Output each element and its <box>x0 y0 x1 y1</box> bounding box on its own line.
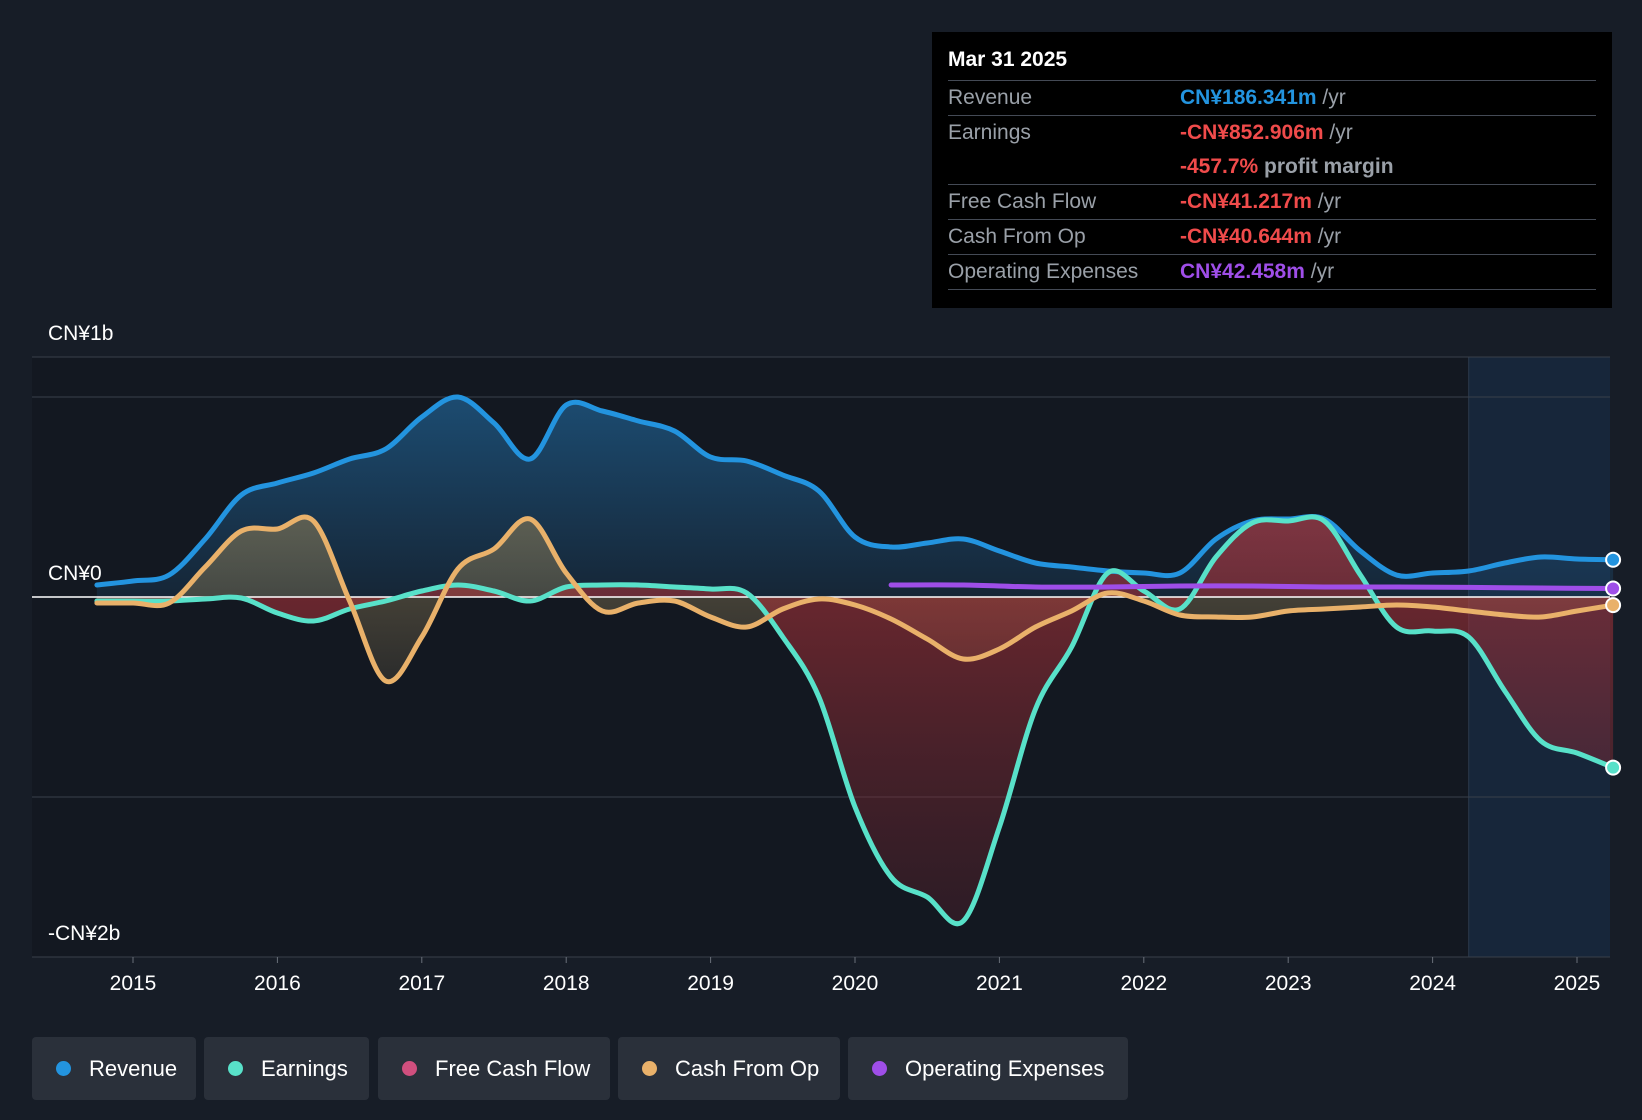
earnings-end-point <box>1605 759 1622 776</box>
revenue-end-point <box>1605 551 1622 568</box>
x-tick-label: 2022 <box>1120 972 1167 995</box>
earnings-line <box>94 514 1616 927</box>
tooltip-row-cfo: Cash From Op -CN¥40.644m /yr <box>948 220 1596 255</box>
tooltip-value-margin: -457.7% <box>1180 155 1259 178</box>
x-tick-label: 2015 <box>110 972 157 995</box>
cash-from-op-line <box>94 514 1616 685</box>
tooltip-row-revenue: Revenue CN¥186.341m /yr <box>948 81 1596 116</box>
y-label-bottom: -CN¥2b <box>48 922 120 945</box>
tooltip-label-earnings: Earnings <box>948 121 1031 144</box>
x-tick-label: 2023 <box>1265 972 1312 995</box>
legend-label-fcf: Free Cash Flow <box>435 1055 591 1081</box>
x-tick-label: 2016 <box>254 972 301 995</box>
tooltip-row-fcf: Free Cash Flow -CN¥41.217m /yr <box>948 185 1596 220</box>
tooltip-panel: Mar 31 2025 Revenue CN¥186.341m /yr Earn… <box>932 32 1612 308</box>
tooltip-unit-margin: profit margin <box>1258 155 1394 178</box>
legend-label-revenue: Revenue <box>89 1055 178 1081</box>
operating-expenses-end-point <box>1605 580 1622 597</box>
legend-item-revenue[interactable]: Revenue <box>32 1037 196 1100</box>
tooltip-value-fcf: -CN¥41.217m <box>1180 190 1312 213</box>
tooltip-unit-earnings: /yr <box>1323 121 1353 144</box>
tooltip-label-opex: Operating Expenses <box>948 260 1139 283</box>
earnings-dot-icon <box>228 1061 243 1076</box>
tooltip-label-fcf: Free Cash Flow <box>948 190 1097 213</box>
y-label-zero: CN¥0 <box>48 562 102 585</box>
legend-item-cfo[interactable]: Cash From Op <box>618 1037 840 1100</box>
fcf-dot-icon <box>402 1061 417 1076</box>
cash-from-op-end-point <box>1605 597 1622 614</box>
y-label-top: CN¥1b <box>48 322 113 345</box>
x-tick-label: 2018 <box>543 972 590 995</box>
earnings-area <box>96 516 1614 924</box>
legend-label-earnings: Earnings <box>261 1055 348 1081</box>
x-tick-label: 2019 <box>687 972 734 995</box>
tooltip-row-opex: Operating Expenses CN¥42.458m /yr <box>948 255 1596 290</box>
legend-item-earnings[interactable]: Earnings <box>204 1037 369 1100</box>
cfo-dot-icon <box>642 1061 657 1076</box>
tooltip-value-cfo: -CN¥40.644m <box>1180 225 1312 248</box>
legend-item-opex[interactable]: Operating Expenses <box>848 1037 1128 1100</box>
x-tick-label: 2025 <box>1554 972 1601 995</box>
tooltip-label-revenue: Revenue <box>948 86 1033 109</box>
tooltip-value-earnings: -CN¥852.906m <box>1180 121 1324 144</box>
tooltip-unit-revenue: /yr <box>1316 86 1346 109</box>
operating-expenses-line <box>888 582 1616 592</box>
x-tick-label: 2024 <box>1409 972 1456 995</box>
x-tick-label: 2020 <box>832 972 879 995</box>
tooltip-value-revenue: CN¥186.341m <box>1180 86 1317 109</box>
tooltip-date: Mar 31 2025 <box>948 46 1596 81</box>
revenue-line <box>94 394 1616 588</box>
legend-label-opex: Operating Expenses <box>905 1055 1105 1081</box>
legend-item-fcf[interactable]: Free Cash Flow <box>378 1037 610 1100</box>
tooltip-value-opex: CN¥42.458m <box>1180 260 1305 283</box>
tooltip-unit-cfo: /yr <box>1311 225 1342 248</box>
tooltip-unit-opex: /yr <box>1304 260 1335 283</box>
tooltip-unit-fcf: /yr <box>1311 190 1342 213</box>
tooltip-row-earnings: Earnings -CN¥852.906m /yr -457.7% profit… <box>948 116 1596 185</box>
opex-dot-icon <box>872 1061 887 1076</box>
legend-label-cfo: Cash From Op <box>675 1055 820 1081</box>
revenue-dot-icon <box>56 1061 71 1076</box>
x-tick-label: 2017 <box>398 972 445 995</box>
x-tick-label: 2021 <box>976 972 1023 995</box>
tooltip-label-cfo: Cash From Op <box>948 225 1086 248</box>
